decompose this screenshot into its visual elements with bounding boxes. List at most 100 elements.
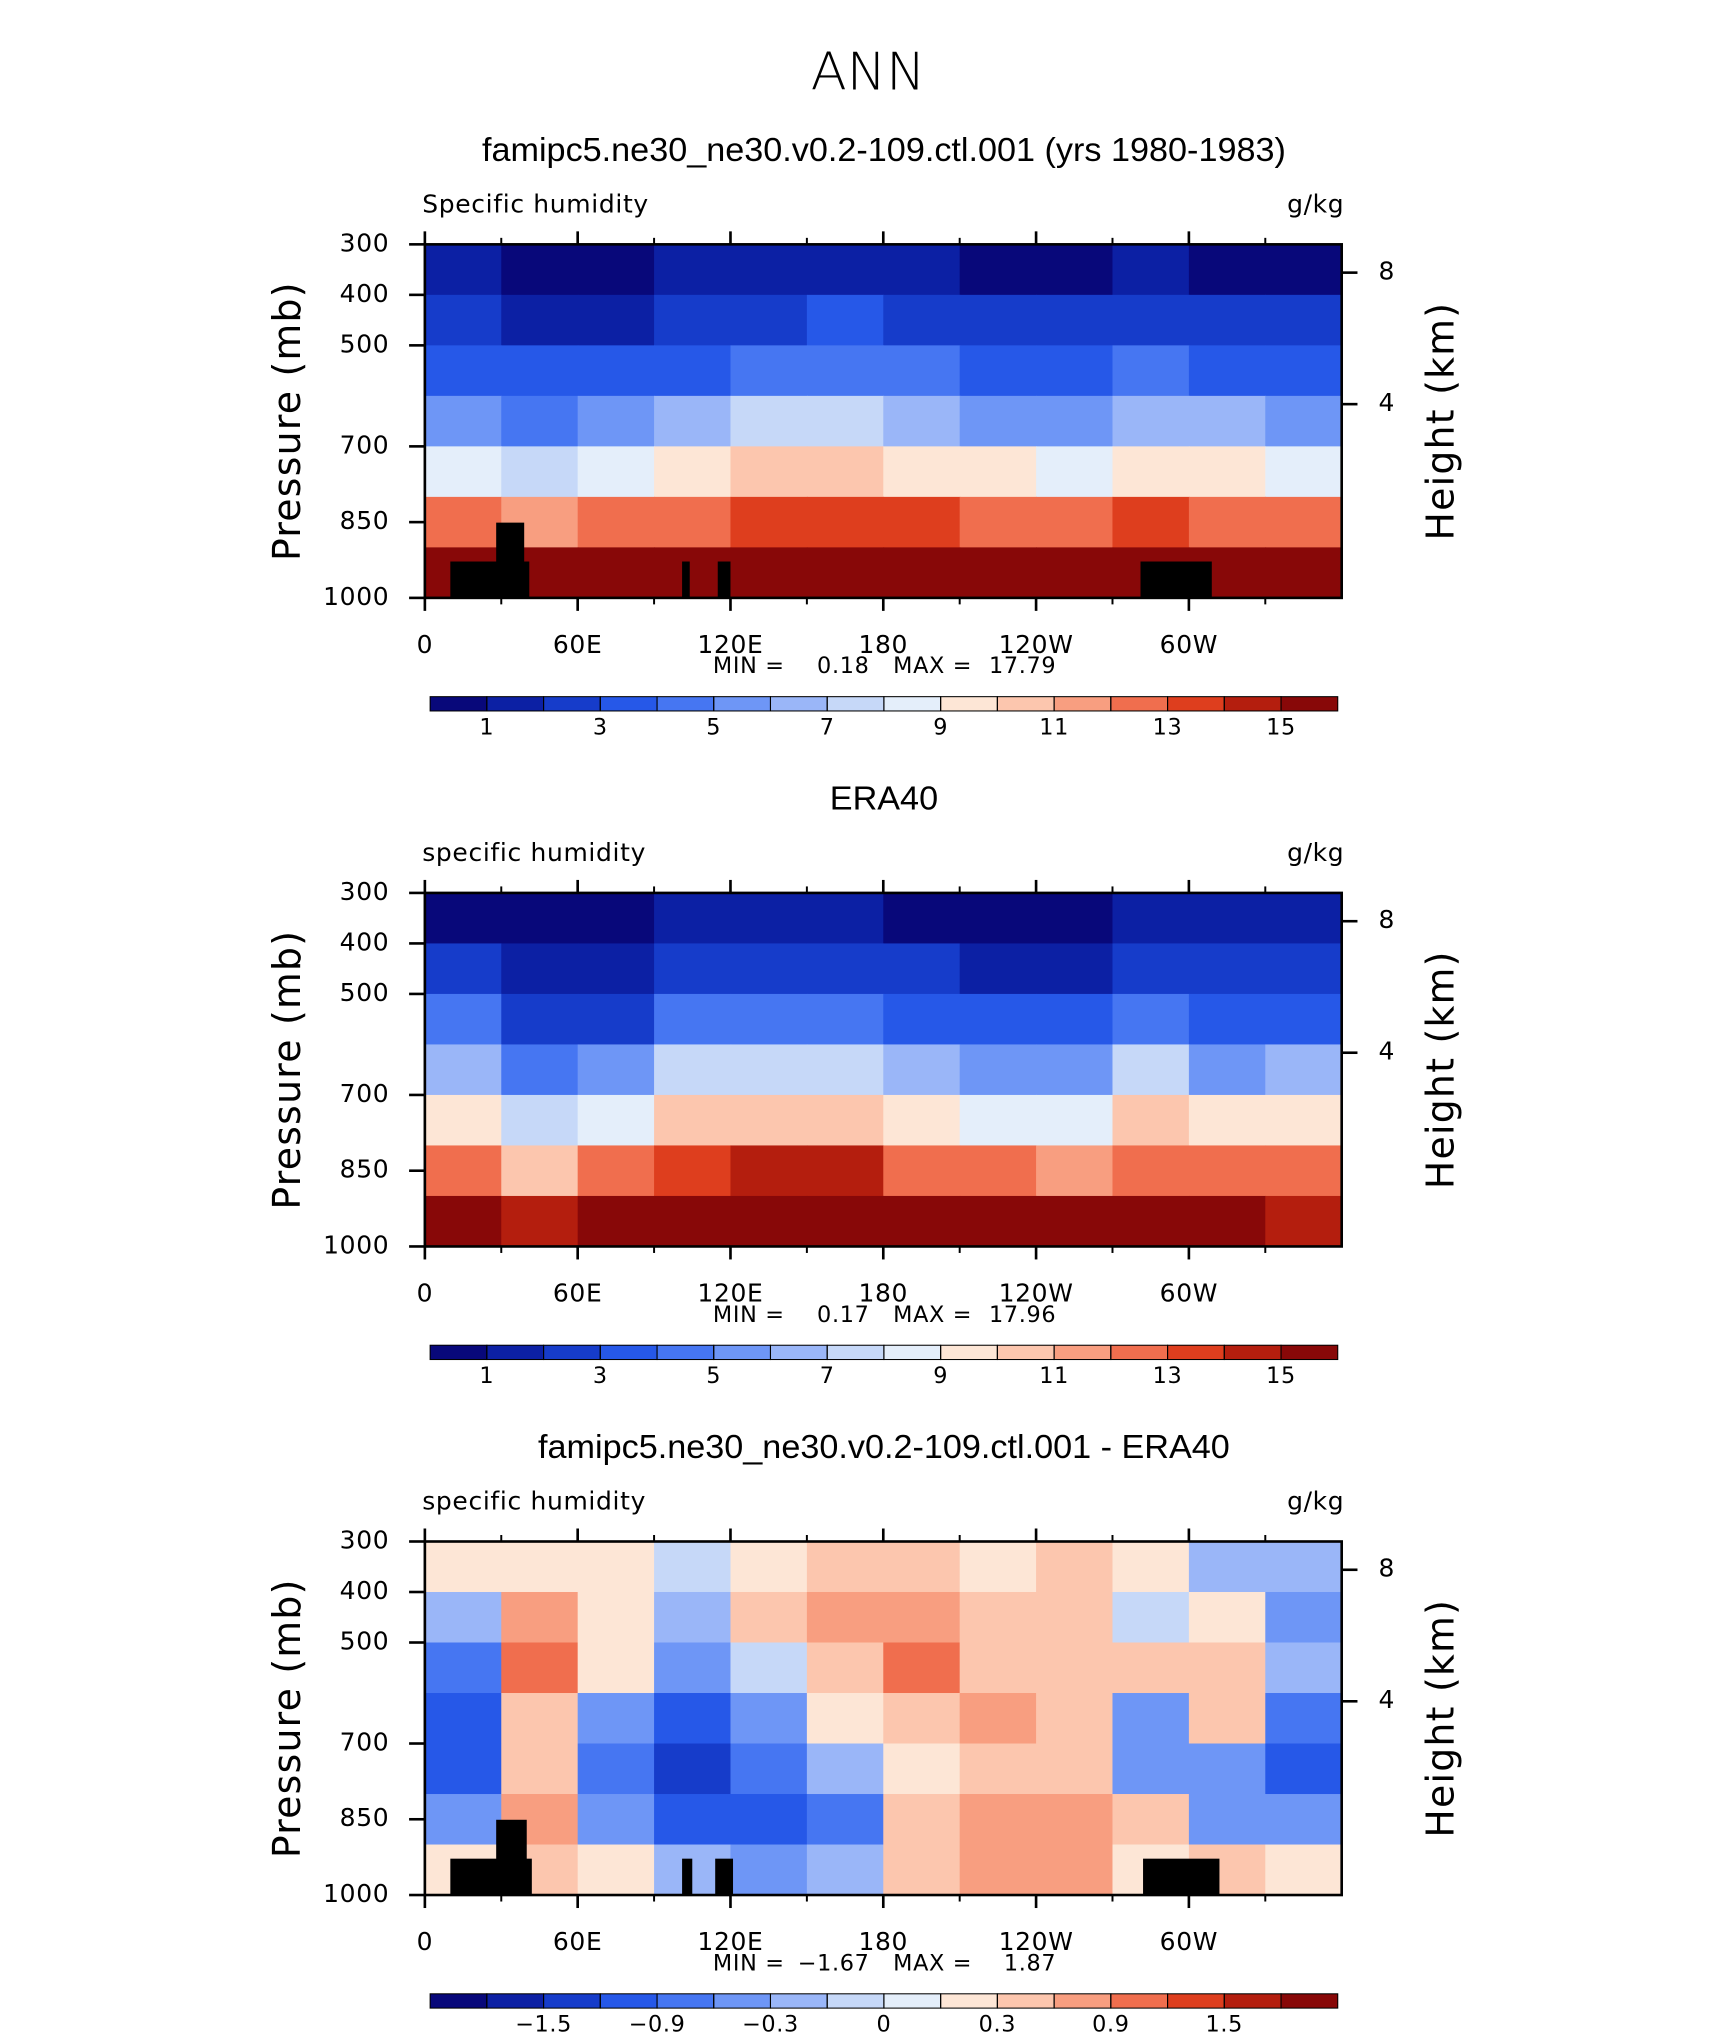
y-tick-label: 300: [340, 877, 390, 906]
contour-cell: [806, 1743, 885, 1795]
contour-cell: [806, 1592, 885, 1644]
min-label: MIN =: [713, 1950, 785, 1976]
contour-cell: [1112, 1794, 1190, 1846]
contour-cell: [883, 1145, 961, 1197]
contour-cell: [806, 892, 885, 945]
contour-cell: [883, 1541, 961, 1593]
y-axis-label: Pressure (mb): [265, 930, 309, 1210]
colorbar-box: [429, 696, 488, 712]
contour-cell: [1188, 1592, 1267, 1644]
contour-cell: [806, 244, 885, 296]
contour-cell: [730, 1195, 808, 1247]
contour-cell: [730, 993, 808, 1046]
contour-cell: [730, 1094, 808, 1147]
colorbar-label: 15: [1266, 1363, 1296, 1389]
colorbar-box: [486, 1344, 545, 1361]
y2-tick-label: 8: [1379, 905, 1396, 934]
panel-title: famipc5.ne30_ne30.v0.2-109.ctl.001 (yrs …: [482, 131, 1286, 169]
colorbar-box: [599, 696, 658, 712]
contour-cell: [883, 993, 961, 1046]
colorbar-label: 11: [1039, 1363, 1069, 1389]
contour-cell: [959, 1541, 1037, 1593]
contour-cell: [1112, 345, 1190, 397]
contour-cell: [730, 1592, 808, 1644]
contour-cell: [806, 1195, 885, 1247]
contour-cell: [959, 1743, 1037, 1795]
contour-cell: [1036, 1592, 1114, 1644]
colorbar-box: [1223, 1344, 1282, 1361]
contour-cell: [730, 892, 808, 945]
contour-cell: [654, 1642, 732, 1694]
max-label: MAX =: [893, 1302, 972, 1328]
contour-cell: [883, 294, 961, 347]
colorbar-box: [940, 1344, 998, 1361]
contour-cell: [806, 1693, 885, 1745]
contour-cell: [806, 496, 885, 549]
panel-title: ERA40: [830, 780, 938, 818]
contour-cell: [806, 1145, 885, 1197]
colorbar-box: [769, 696, 828, 712]
contour-cell: [501, 1642, 579, 1694]
terrain: [1140, 561, 1212, 598]
contour-cell: [424, 1541, 503, 1593]
x-tick-label: 60W: [1160, 630, 1218, 659]
contour-cell: [806, 1541, 885, 1593]
y-tick-label: 300: [340, 228, 390, 257]
contour-cell: [424, 496, 503, 549]
contour-cell: [1112, 1195, 1190, 1247]
contour-cell: [577, 1145, 655, 1197]
contour-cell: [883, 446, 961, 498]
contour-cell: [577, 244, 655, 296]
contour-cell: [577, 446, 655, 498]
colorbar-box: [769, 1344, 828, 1361]
y2-axis-label: Height (km): [1418, 950, 1462, 1189]
y2-tick-label: 8: [1379, 257, 1396, 286]
y-tick-label: 500: [340, 978, 390, 1007]
contour-cell: [883, 1094, 961, 1147]
colorbar-box: [429, 1993, 488, 2009]
x-tick-label: 120E: [697, 1927, 763, 1956]
contour-cell: [959, 1592, 1037, 1644]
contour-cell: [1036, 1195, 1114, 1247]
contour-cell: [806, 395, 885, 448]
contour-cell: [883, 1592, 961, 1644]
x-tick-label: 120W: [999, 1279, 1074, 1308]
y-axis-label: Pressure (mb): [265, 281, 309, 561]
contour-cell: [424, 1693, 503, 1745]
contour-cell: [730, 1044, 808, 1096]
terrain: [682, 1858, 693, 1896]
page-title: ANN: [811, 42, 926, 103]
colorbar-label: 11: [1039, 714, 1069, 740]
colorbar-box: [1053, 696, 1112, 712]
contour-cell: [501, 1743, 579, 1795]
colorbar-label: 1.5: [1206, 2012, 1244, 2038]
colorbar-box: [1110, 1344, 1169, 1361]
colorbar-label: 1: [479, 714, 494, 740]
right-label: g/kg: [1287, 1487, 1344, 1516]
contour-cell: [501, 1145, 579, 1197]
y-tick-label: 400: [340, 1576, 390, 1605]
contour-cell: [1265, 892, 1342, 945]
contour-cell: [501, 993, 579, 1046]
colorbar-label: −0.3: [742, 2012, 799, 2038]
contour-cell: [730, 943, 808, 995]
colorbar-box: [883, 696, 942, 712]
terrain: [496, 1819, 527, 1896]
y2-tick-label: 4: [1379, 1037, 1396, 1066]
contour-cell: [1188, 294, 1267, 347]
contour-cell: [883, 943, 961, 995]
colorbar-box: [656, 1344, 715, 1361]
y-tick-label: 300: [340, 1526, 390, 1555]
contour-cell: [654, 1094, 732, 1147]
contour-cell: [883, 1044, 961, 1096]
contour-cell: [577, 1592, 655, 1644]
contour-cell: [883, 496, 961, 549]
x-tick-label: 180: [858, 1927, 908, 1956]
contour-cell: [1112, 244, 1190, 296]
colorbar-label: 5: [706, 1363, 721, 1389]
x-tick-label: 180: [858, 630, 908, 659]
max-label: MAX =: [893, 1950, 972, 1976]
colorbar-box: [996, 1344, 1055, 1361]
contour-cell: [1188, 1195, 1267, 1247]
contour-cell: [424, 395, 503, 448]
